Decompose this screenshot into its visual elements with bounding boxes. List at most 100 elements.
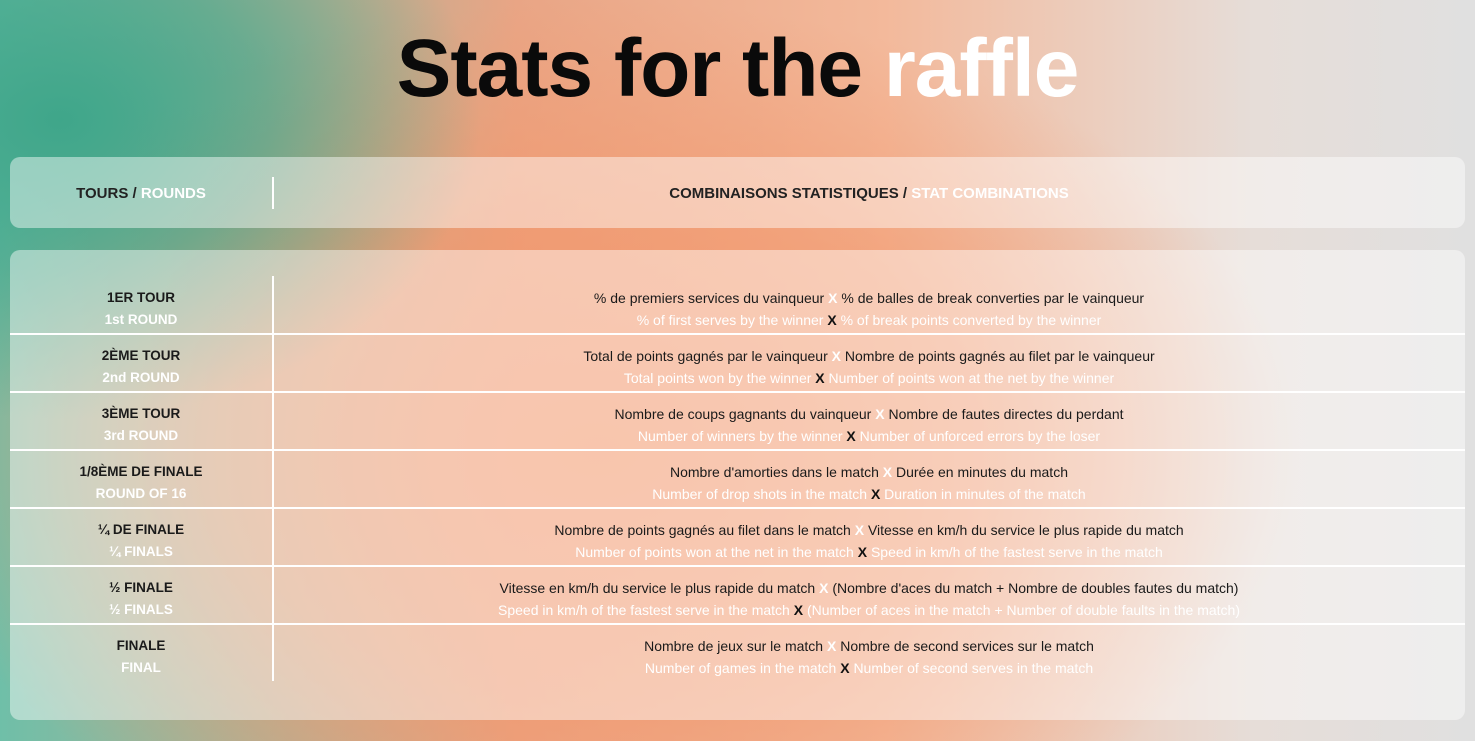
stat-cell: Nombre d'amorties dans le match X Durée … [273, 461, 1465, 505]
stat-fr-b: Durée en minutes du match [896, 464, 1068, 480]
table-row: ¼ DE FINALE ¼ FINALS Nombre de points gag… [10, 509, 1465, 567]
table-row: 1ER TOUR 1st ROUND % de premiers services… [10, 277, 1465, 335]
round-fr: ½ FINALE [109, 580, 173, 595]
times-sign: X [882, 464, 893, 480]
stat-fr: Total de points gagnés par le vainqueur … [273, 345, 1465, 367]
stat-en: % of first serves by the winner X % of b… [273, 309, 1465, 331]
stat-en: Number of points won at the net in the m… [273, 541, 1465, 563]
stat-fr-b: Nombre de fautes directes du perdant [888, 406, 1124, 422]
round-cell: 1/8ÈME DE FINALE ROUND OF 16 [10, 461, 272, 505]
round-fr: 3ÈME TOUR [101, 406, 181, 421]
stat-fr-a: % de premiers services du vainqueur [593, 290, 825, 306]
times-sign: X [831, 348, 841, 364]
stat-en-a: Number of winners by the winner [637, 428, 843, 444]
times-sign: X [819, 580, 829, 596]
stat-en-b: Number of second serves in the match [853, 660, 1094, 676]
stat-fr: Nombre d'amorties dans le match X Durée … [273, 461, 1465, 483]
round-en: ROUND OF 16 [95, 486, 187, 501]
stat-en-b: Number of unforced errors by the loser [859, 428, 1101, 444]
stat-fr-a: Total de points gagnés par le vainqueur [583, 348, 828, 364]
round-en: ½ FINALS [109, 602, 173, 617]
row-divider [10, 507, 1465, 509]
rounds-header-fr: TOURS / [76, 185, 137, 202]
stat-fr-b: Nombre de points gagnés au filet par le … [844, 348, 1155, 364]
page-title: Stats for the raffle [0, 22, 1475, 116]
stat-cell: Vitesse en km/h du service le plus rapid… [273, 577, 1465, 621]
row-divider [10, 565, 1465, 567]
stat-fr: Nombre de jeux sur le match X Nombre de … [273, 635, 1465, 657]
stat-en: Total points won by the winner X Number … [273, 367, 1465, 389]
stat-cell: Total de points gagnés par le vainqueur … [273, 345, 1465, 389]
stat-en-b: Speed in km/h of the fastest serve in th… [870, 544, 1163, 560]
table-header: TOURS / ROUNDS COMBINAISONS STATISTIQUES… [10, 157, 1465, 228]
round-fr: FINALE [116, 638, 166, 653]
stat-en-a: Number of drop shots in the match [652, 486, 868, 502]
times-sign: X [828, 290, 838, 306]
stat-en-b: % of break points converted by the winne… [840, 312, 1102, 328]
stat-en: Number of games in the match X Number of… [273, 657, 1465, 679]
stat-fr-b: Vitesse en km/h du service le plus rapid… [867, 522, 1184, 538]
stat-en-a: Speed in km/h of the fastest serve in th… [498, 602, 790, 618]
round-cell: 1ER TOUR 1st ROUND [10, 287, 272, 331]
round-cell: FINALE FINAL [10, 635, 272, 679]
stats-header-en: STAT COMBINATIONS [911, 185, 1069, 202]
row-divider [10, 449, 1465, 451]
stat-en-b: (Number of aces in the match + Number of… [806, 602, 1240, 618]
stat-fr: % de premiers services du vainqueur X % … [273, 287, 1465, 309]
rounds-header: TOURS / ROUNDS [10, 185, 272, 202]
round-en: FINAL [121, 660, 161, 675]
table-row: 1/8ÈME DE FINALE ROUND OF 16 Nombre d'amo… [10, 451, 1465, 509]
round-cell: ½ FINALE ½ FINALS [10, 577, 272, 621]
times-sign: X [846, 428, 856, 444]
round-fr: 2ÈME TOUR [101, 348, 181, 363]
title-black: Stats for the [396, 23, 863, 114]
row-divider [10, 623, 1465, 625]
title-highlight: raffle [883, 23, 1080, 114]
stat-en-b: Duration in minutes of the match [884, 486, 1086, 502]
stat-cell: % de premiers services du vainqueur X % … [273, 287, 1465, 331]
stat-fr-b: Nombre de second services sur le match [840, 638, 1094, 654]
round-en: 3rd ROUND [103, 428, 179, 443]
stat-en-a: Total points won by the winner [623, 370, 812, 386]
round-en: 2nd ROUND [102, 370, 180, 385]
row-divider [10, 391, 1465, 393]
stat-fr-a: Nombre d'amorties dans le match [670, 464, 879, 480]
times-sign: X [854, 522, 865, 538]
stat-fr: Vitesse en km/h du service le plus rapid… [273, 577, 1465, 599]
stat-cell: Nombre de jeux sur le match X Nombre de … [273, 635, 1465, 679]
stats-header: COMBINAISONS STATISTIQUES / STAT COMBINA… [273, 185, 1465, 202]
times-sign: X [827, 312, 837, 328]
row-divider [10, 333, 1465, 335]
stats-table: 1ER TOUR 1st ROUND % de premiers services… [10, 250, 1465, 720]
column-divider [272, 276, 274, 681]
times-sign: X [815, 370, 825, 386]
stat-en-a: Number of games in the match [644, 660, 837, 676]
table-row: 3ÈME TOUR 3rd ROUND Nombre de coups gagna… [10, 393, 1465, 451]
stat-cell: Nombre de coups gagnants du vainqueur X … [273, 403, 1465, 447]
round-fr: 1/8ÈME DE FINALE [79, 464, 203, 479]
times-sign: X [840, 660, 850, 676]
round-en: ¼ FINALS [109, 544, 173, 559]
rounds-header-en: ROUNDS [140, 185, 206, 202]
stat-en: Number of winners by the winner X Number… [273, 425, 1465, 447]
stat-fr-b: % de balles de break converties par le v… [841, 290, 1145, 306]
stats-header-fr: COMBINAISONS STATISTIQUES / [669, 185, 908, 202]
stat-fr-a: Nombre de coups gagnants du vainqueur [614, 406, 872, 422]
stat-en-b: Number of points won at the net by the w… [828, 370, 1115, 386]
times-sign: X [870, 486, 881, 502]
times-sign: X [875, 406, 885, 422]
stat-fr-a: Nombre de jeux sur le match [644, 638, 824, 654]
stat-en: Speed in km/h of the fastest serve in th… [273, 599, 1465, 621]
stat-fr-a: Vitesse en km/h du service le plus rapid… [499, 580, 816, 596]
times-sign: X [857, 544, 868, 560]
stat-en-a: Number of points won at the net in the m… [575, 544, 854, 560]
header-divider [272, 177, 274, 209]
round-fr: 1ER TOUR [106, 290, 175, 305]
round-cell: 2ÈME TOUR 2nd ROUND [10, 345, 272, 389]
times-sign: X [826, 638, 837, 654]
round-cell: 3ÈME TOUR 3rd ROUND [10, 403, 272, 447]
stat-fr: Nombre de coups gagnants du vainqueur X … [273, 403, 1465, 425]
table-row: ½ FINALE ½ FINALS Vitesse en km/h du serv… [10, 567, 1465, 625]
stat-fr: Nombre de points gagnés au filet dans le… [273, 519, 1465, 541]
stat-cell: Nombre de points gagnés au filet dans le… [273, 519, 1465, 563]
